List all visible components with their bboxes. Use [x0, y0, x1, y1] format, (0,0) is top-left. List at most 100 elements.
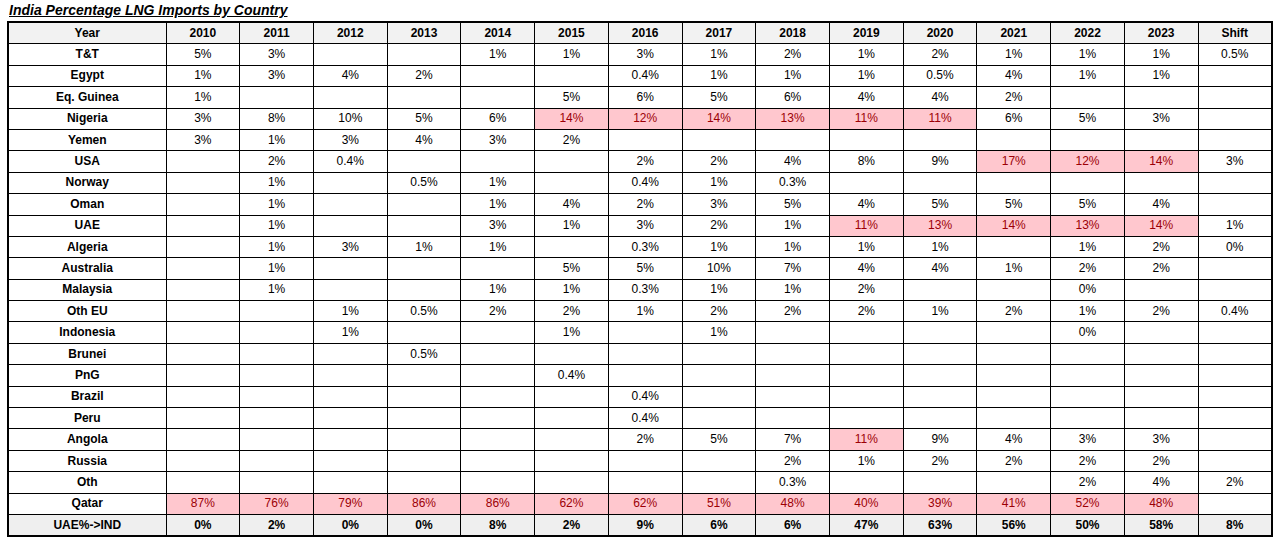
- data-cell: 3%: [240, 65, 314, 86]
- data-cell: 2%: [608, 151, 682, 172]
- data-cell: 2%: [1124, 236, 1198, 257]
- data-cell: [977, 279, 1051, 300]
- data-cell: [903, 322, 977, 343]
- data-cell: [1124, 365, 1198, 386]
- data-cell: [313, 279, 387, 300]
- header-row: Year201020112012201320142015201620172018…: [8, 22, 1272, 44]
- data-cell: 3%: [1124, 429, 1198, 450]
- data-cell: 3%: [240, 44, 314, 65]
- data-cell: [387, 279, 461, 300]
- page: India Percentage LNG Imports by Country …: [0, 0, 1280, 537]
- table-row: T&T5%3%1%1%3%1%2%1%2%1%1%1%0.5%: [8, 44, 1272, 65]
- table-row: Indonesia1%1%1%0%: [8, 322, 1272, 343]
- column-header-2018: 2018: [756, 22, 830, 44]
- data-cell: 3%: [1198, 151, 1272, 172]
- data-cell: 0.4%: [1198, 301, 1272, 322]
- data-cell: [387, 450, 461, 471]
- data-cell: [313, 258, 387, 279]
- data-cell: [608, 472, 682, 493]
- data-cell: 86%: [461, 493, 535, 514]
- row-label: Qatar: [8, 493, 166, 514]
- data-cell: [461, 365, 535, 386]
- data-cell: 4%: [977, 429, 1051, 450]
- data-cell: [977, 365, 1051, 386]
- data-cell: 1%: [756, 215, 830, 236]
- table-header: Year201020112012201320142015201620172018…: [8, 22, 1272, 44]
- page-title: India Percentage LNG Imports by Country: [9, 2, 1273, 19]
- row-label: Malaysia: [8, 279, 166, 300]
- data-cell: 0.4%: [608, 386, 682, 407]
- column-header-2017: 2017: [682, 22, 756, 44]
- data-cell: [1124, 322, 1198, 343]
- data-cell: [387, 322, 461, 343]
- row-label: Brunei: [8, 343, 166, 364]
- data-cell: [829, 472, 903, 493]
- data-cell: 1%: [461, 44, 535, 65]
- data-cell: [387, 258, 461, 279]
- table-row: Brazil0.4%: [8, 386, 1272, 407]
- data-cell: [977, 386, 1051, 407]
- data-cell: [1124, 408, 1198, 429]
- data-cell: 11%: [829, 215, 903, 236]
- table-row: Oth0.3%2%4%2%: [8, 472, 1272, 493]
- data-cell: [1051, 408, 1125, 429]
- data-cell: [977, 129, 1051, 150]
- data-cell: [756, 365, 830, 386]
- data-cell: [387, 472, 461, 493]
- data-cell: 7%: [756, 258, 830, 279]
- data-cell: 0.4%: [608, 172, 682, 193]
- data-cell: 47%: [829, 514, 903, 536]
- data-cell: [313, 172, 387, 193]
- data-cell: 6%: [608, 87, 682, 108]
- data-cell: 0.3%: [756, 172, 830, 193]
- data-cell: [461, 472, 535, 493]
- data-cell: 3%: [1124, 108, 1198, 129]
- data-cell: [240, 365, 314, 386]
- data-cell: 1%: [756, 236, 830, 257]
- data-cell: 0.5%: [387, 301, 461, 322]
- data-cell: [461, 429, 535, 450]
- data-cell: 1%: [240, 258, 314, 279]
- data-cell: 9%: [608, 514, 682, 536]
- data-cell: 1%: [1051, 44, 1125, 65]
- data-cell: 1%: [240, 172, 314, 193]
- data-cell: 4%: [903, 258, 977, 279]
- data-cell: 8%: [461, 514, 535, 536]
- row-label: Australia: [8, 258, 166, 279]
- data-cell: 40%: [829, 493, 903, 514]
- data-cell: 1%: [756, 279, 830, 300]
- data-cell: [682, 450, 756, 471]
- data-cell: 4%: [829, 258, 903, 279]
- table-row: Algeria1%3%1%1%0.3%1%1%1%1%1%2%0%: [8, 236, 1272, 257]
- data-cell: 1%: [461, 236, 535, 257]
- data-cell: [240, 87, 314, 108]
- data-cell: 1%: [829, 44, 903, 65]
- column-header-2022: 2022: [1051, 22, 1125, 44]
- data-cell: 9%: [903, 429, 977, 450]
- table-row: Nigeria3%8%10%5%6%14%12%14%13%11%11%6%5%…: [8, 108, 1272, 129]
- column-header-2012: 2012: [313, 22, 387, 44]
- data-cell: [903, 386, 977, 407]
- data-cell: 2%: [1124, 450, 1198, 471]
- data-cell: [387, 194, 461, 215]
- table-row: PnG0.4%: [8, 365, 1272, 386]
- data-cell: 2%: [1198, 472, 1272, 493]
- data-cell: 8%: [240, 108, 314, 129]
- column-header-2011: 2011: [240, 22, 314, 44]
- row-label: Algeria: [8, 236, 166, 257]
- data-cell: 1%: [1051, 65, 1125, 86]
- data-cell: 41%: [977, 493, 1051, 514]
- data-cell: [535, 343, 609, 364]
- data-cell: [756, 386, 830, 407]
- data-cell: 2%: [829, 279, 903, 300]
- data-cell: [1051, 343, 1125, 364]
- data-cell: 1%: [829, 236, 903, 257]
- data-cell: [756, 322, 830, 343]
- data-cell: [682, 343, 756, 364]
- data-cell: [313, 215, 387, 236]
- data-cell: 0.5%: [903, 65, 977, 86]
- table-row: Russia2%1%2%2%2%2%: [8, 450, 1272, 471]
- column-header-2021: 2021: [977, 22, 1051, 44]
- row-label: UAE: [8, 215, 166, 236]
- data-cell: 1%: [535, 322, 609, 343]
